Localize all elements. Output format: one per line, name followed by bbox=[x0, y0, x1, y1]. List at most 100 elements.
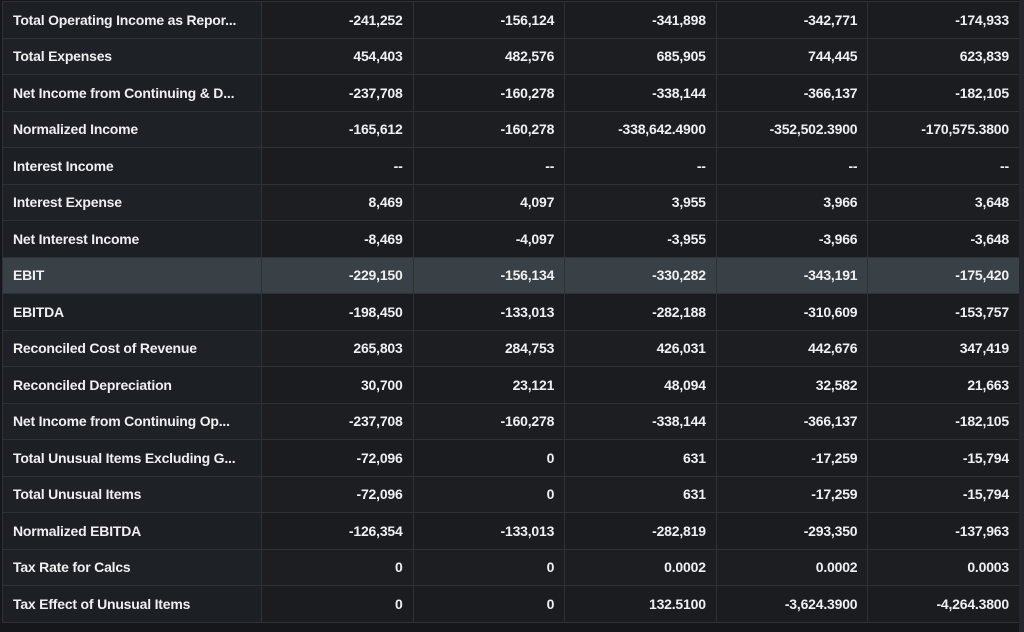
cell-value: -343,191 bbox=[715, 256, 869, 294]
cell-value: 0 bbox=[412, 475, 566, 513]
row-label: Reconciled Depreciation bbox=[2, 366, 262, 404]
table-row[interactable]: Total Unusual Items -72,096 0 631 -17,259 -15… bbox=[2, 475, 1020, 513]
table-row[interactable]: Reconciled Depreciation 30,700 23,121 48,09… bbox=[2, 366, 1020, 404]
cell-value: -352,502.3900 bbox=[715, 110, 869, 148]
row-label: Net Interest Income bbox=[2, 220, 262, 258]
cell-value: -341,898 bbox=[564, 1, 717, 39]
cell-value: 32,582 bbox=[715, 366, 869, 404]
cell-value: -237,708 bbox=[261, 74, 414, 112]
cell-value: 4,097 bbox=[412, 183, 566, 221]
cell-value: -4,264.3800 bbox=[867, 585, 1020, 623]
cell-value: 0 bbox=[261, 548, 414, 586]
cell-value: -3,966 bbox=[715, 220, 869, 258]
table-row[interactable]: Normalized EBITDA -126,354 -133,013 -282,81… bbox=[2, 512, 1020, 550]
cell-value: -241,252 bbox=[261, 1, 414, 39]
cell-value: -342,771 bbox=[715, 1, 869, 39]
cell-value: -156,124 bbox=[412, 1, 566, 39]
cell-value: -- bbox=[564, 147, 717, 185]
table-row[interactable]: Net Income from Continuing & D... -237,70… bbox=[2, 74, 1020, 112]
row-label: Normalized Income bbox=[2, 110, 262, 148]
row-label: Interest Expense bbox=[2, 183, 262, 221]
table-row[interactable]: Interest Income -- -- -- -- -- bbox=[2, 147, 1020, 185]
table-row[interactable]: EBITDA -198,450 -133,013 -282,188 -310,609 -1… bbox=[2, 293, 1020, 331]
table-row[interactable]: EBIT -229,150 -156,134 -330,282 -343,191 -175… bbox=[2, 256, 1020, 294]
cell-value: -160,278 bbox=[412, 402, 566, 440]
cell-value: -137,963 bbox=[867, 512, 1020, 550]
row-label: Normalized EBITDA bbox=[2, 512, 262, 550]
table-row[interactable]: Tax Rate for Calcs 0 0 0.0002 0.0002 0.0003 bbox=[2, 548, 1020, 586]
row-label: Net Income from Continuing Op... bbox=[2, 402, 262, 440]
cell-value: 132.5100 bbox=[564, 585, 717, 623]
cell-value: 21,663 bbox=[867, 366, 1020, 404]
cell-value: -72,096 bbox=[261, 439, 414, 477]
row-label: Tax Effect of Unusual Items bbox=[2, 585, 262, 623]
cell-value: -282,819 bbox=[564, 512, 717, 550]
cell-value: -182,105 bbox=[867, 402, 1020, 440]
row-label: EBIT bbox=[2, 256, 262, 294]
table-row[interactable]: Total Unusual Items Excluding G... -72,09… bbox=[2, 439, 1020, 477]
cell-value: 265,803 bbox=[261, 329, 414, 367]
cell-value: -153,757 bbox=[867, 293, 1020, 331]
row-label: Net Income from Continuing & D... bbox=[2, 74, 262, 112]
table-row[interactable]: Net Income from Continuing Op... -237,708… bbox=[2, 402, 1020, 440]
cell-value: -175,420 bbox=[867, 256, 1020, 294]
cell-value: -338,642.4900 bbox=[564, 110, 717, 148]
cell-value: -310,609 bbox=[715, 293, 869, 331]
cell-value: 23,121 bbox=[412, 366, 566, 404]
cell-value: -229,150 bbox=[261, 256, 414, 294]
cell-value: -366,137 bbox=[715, 74, 869, 112]
cell-value: 623,839 bbox=[867, 37, 1020, 75]
cell-value: -330,282 bbox=[564, 256, 717, 294]
cell-value: -182,105 bbox=[867, 74, 1020, 112]
cell-value: 3,955 bbox=[564, 183, 717, 221]
scrollbar-track[interactable] bbox=[1019, 0, 1024, 632]
cell-value: -15,794 bbox=[867, 475, 1020, 513]
cell-value: -156,134 bbox=[412, 256, 566, 294]
cell-value: 347,419 bbox=[867, 329, 1020, 367]
cell-value: 284,753 bbox=[412, 329, 566, 367]
cell-value: -126,354 bbox=[261, 512, 414, 550]
table-row[interactable]: Total Expenses 454,403 482,576 685,905 744,4… bbox=[2, 37, 1020, 75]
cell-value: -17,259 bbox=[715, 439, 869, 477]
cell-value: 0.0003 bbox=[867, 548, 1020, 586]
cell-value: 3,648 bbox=[867, 183, 1020, 221]
cell-value: -3,955 bbox=[564, 220, 717, 258]
row-label: EBITDA bbox=[2, 293, 262, 331]
cell-value: 685,905 bbox=[564, 37, 717, 75]
row-label: Total Operating Income as Repor... bbox=[2, 1, 262, 39]
row-label: Tax Rate for Calcs bbox=[2, 548, 262, 586]
cell-value: 0 bbox=[412, 585, 566, 623]
cell-value: -17,259 bbox=[715, 475, 869, 513]
cell-value: 426,031 bbox=[564, 329, 717, 367]
cell-value: -198,450 bbox=[261, 293, 414, 331]
cell-value: 48,094 bbox=[564, 366, 717, 404]
cell-value: 0.0002 bbox=[715, 548, 869, 586]
table-row[interactable]: Normalized Income -165,612 -160,278 -338,64… bbox=[2, 110, 1020, 148]
cell-value: 0 bbox=[261, 585, 414, 623]
cell-value: 30,700 bbox=[261, 366, 414, 404]
cell-value: -165,612 bbox=[261, 110, 414, 148]
cell-value: 3,966 bbox=[715, 183, 869, 221]
cell-value: -133,013 bbox=[412, 512, 566, 550]
cell-value: -338,144 bbox=[564, 402, 717, 440]
cell-value: -366,137 bbox=[715, 402, 869, 440]
row-label: Total Unusual Items bbox=[2, 475, 262, 513]
table-row[interactable]: Interest Expense 8,469 4,097 3,955 3,966 3,64… bbox=[2, 183, 1020, 221]
cell-value: -- bbox=[261, 147, 414, 185]
cell-value: -8,469 bbox=[261, 220, 414, 258]
cell-value: -72,096 bbox=[261, 475, 414, 513]
table-row[interactable]: Tax Effect of Unusual Items 0 0 132.5100 -3,… bbox=[2, 585, 1020, 623]
table-row[interactable]: Net Interest Income -8,469 -4,097 -3,955 -3,… bbox=[2, 220, 1020, 258]
table-row[interactable]: Reconciled Cost of Revenue 265,803 284,753… bbox=[2, 329, 1020, 367]
cell-value: -160,278 bbox=[412, 74, 566, 112]
cell-value: 442,676 bbox=[715, 329, 869, 367]
cell-value: 482,576 bbox=[412, 37, 566, 75]
row-label: Total Unusual Items Excluding G... bbox=[2, 439, 262, 477]
cell-value: -- bbox=[867, 147, 1020, 185]
table-row[interactable]: Total Operating Income as Repor... -241,2… bbox=[2, 1, 1020, 39]
cell-value: 0.0002 bbox=[564, 548, 717, 586]
cell-value: -- bbox=[715, 147, 869, 185]
cell-value: 744,445 bbox=[715, 37, 869, 75]
cell-value: 454,403 bbox=[261, 37, 414, 75]
